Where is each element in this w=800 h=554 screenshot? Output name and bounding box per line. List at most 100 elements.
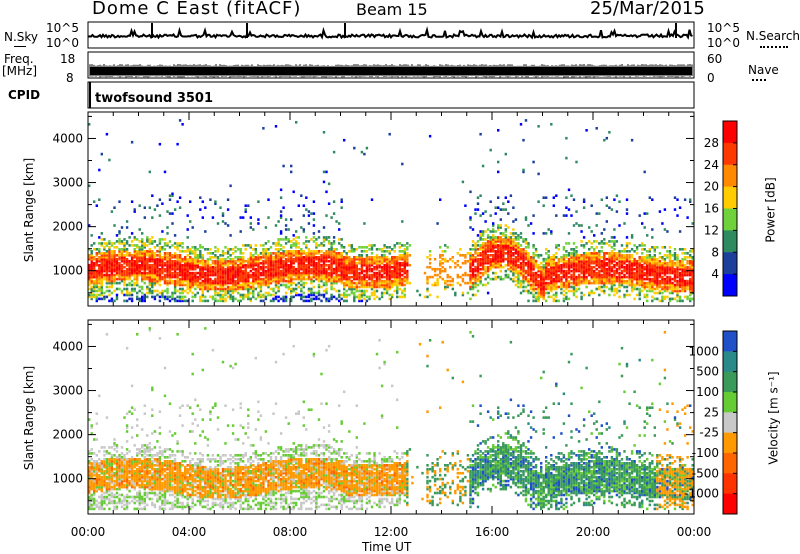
data-cell: [143, 252, 146, 255]
data-cell: [540, 279, 543, 283]
data-cell: [502, 234, 505, 237]
data-cell: [550, 273, 553, 277]
data-cell: [489, 236, 492, 239]
data-cell: [93, 273, 96, 277]
data-cell: [593, 257, 596, 261]
data-cell: [615, 240, 619, 243]
data-cell: [353, 285, 356, 289]
data-cell: [343, 275, 346, 279]
data-cell: [524, 285, 528, 289]
data-cell: [676, 293, 679, 297]
data-cell: [600, 279, 603, 283]
data-cell: [600, 261, 603, 265]
data-cell: [216, 267, 220, 271]
data-cell: [239, 259, 242, 263]
data-cell: [476, 248, 480, 251]
data-cell: [340, 277, 343, 281]
data-cell: [300, 254, 303, 257]
data-cell: [497, 248, 500, 251]
data-cell: [653, 281, 656, 285]
data-cell: [504, 248, 507, 251]
data-cell: [231, 299, 235, 303]
data-cell: [572, 283, 576, 287]
data-cell: [322, 240, 326, 243]
data-cell: [388, 263, 391, 267]
data-cell: [365, 283, 369, 287]
data-cell: [123, 250, 126, 253]
data-cell: [194, 263, 197, 267]
data-cell: [406, 252, 409, 255]
data-cell: [166, 283, 169, 287]
data-cell: [595, 240, 598, 243]
data-cell: [517, 269, 520, 273]
data-cell: [403, 287, 406, 291]
data-cell: [577, 257, 581, 261]
data-cell: [575, 256, 578, 259]
data-cell: [216, 299, 220, 303]
data-cell: [166, 261, 169, 265]
data-cell: [509, 232, 513, 235]
data-cell: [653, 287, 656, 291]
data-cell: [290, 279, 293, 283]
data-cell: [221, 212, 225, 215]
data-cell: [125, 289, 129, 293]
data-cell: [95, 299, 98, 303]
data-cell: [572, 277, 576, 281]
data-cell: [360, 293, 364, 297]
data-cell: [307, 265, 311, 269]
data-cell: [242, 265, 245, 269]
data-cell: [148, 170, 151, 174]
data-cell: [555, 246, 558, 249]
data-cell: [403, 261, 406, 265]
data-cell: [184, 250, 187, 253]
data-cell: [557, 261, 560, 265]
data-cell: [353, 273, 356, 277]
data-cell: [322, 252, 326, 255]
data-cell: [317, 250, 321, 253]
data-cell: [585, 277, 588, 281]
data-cell: [181, 123, 184, 126]
data-cell: [317, 263, 321, 267]
data-cell: [229, 269, 232, 273]
data-cell: [363, 259, 366, 263]
data-cell: [383, 263, 386, 267]
data-cell: [620, 250, 624, 253]
data-cell: [537, 283, 540, 287]
data-cell: [123, 261, 126, 265]
data-cell: [262, 244, 265, 247]
data-cell: [221, 273, 225, 277]
data-cell: [204, 299, 207, 303]
data-cell: [603, 283, 606, 287]
data-cell: [252, 283, 255, 287]
data-cell: [582, 246, 586, 249]
data-cell: [630, 287, 634, 291]
data-cell: [297, 254, 300, 257]
data-cell: [95, 271, 98, 275]
data-cell: [691, 297, 694, 301]
data-cell: [489, 261, 492, 265]
data-cell: [380, 261, 384, 265]
data-cell: [226, 267, 230, 271]
data-cell: [231, 259, 235, 263]
data-cell: [110, 281, 114, 285]
data-cell: [481, 259, 485, 263]
data-cell: [547, 285, 550, 289]
data-cell: [580, 257, 583, 261]
data-cell: [540, 295, 543, 299]
data-cell: [143, 275, 146, 279]
data-cell: [128, 265, 131, 269]
data-cell: [646, 263, 649, 267]
data-cell: [638, 281, 641, 285]
data-cell: [562, 289, 566, 293]
data-cell: [216, 261, 220, 265]
data-cell: [608, 244, 611, 247]
data-cell: [93, 493, 96, 497]
data-cell: [355, 285, 358, 289]
data-cell: [330, 257, 333, 261]
data-cell: [264, 252, 268, 255]
data-cell: [88, 254, 91, 257]
data-cell: [343, 283, 346, 287]
data-cell: [143, 263, 146, 267]
data-cell: [383, 257, 386, 261]
data-cell: [365, 289, 369, 293]
